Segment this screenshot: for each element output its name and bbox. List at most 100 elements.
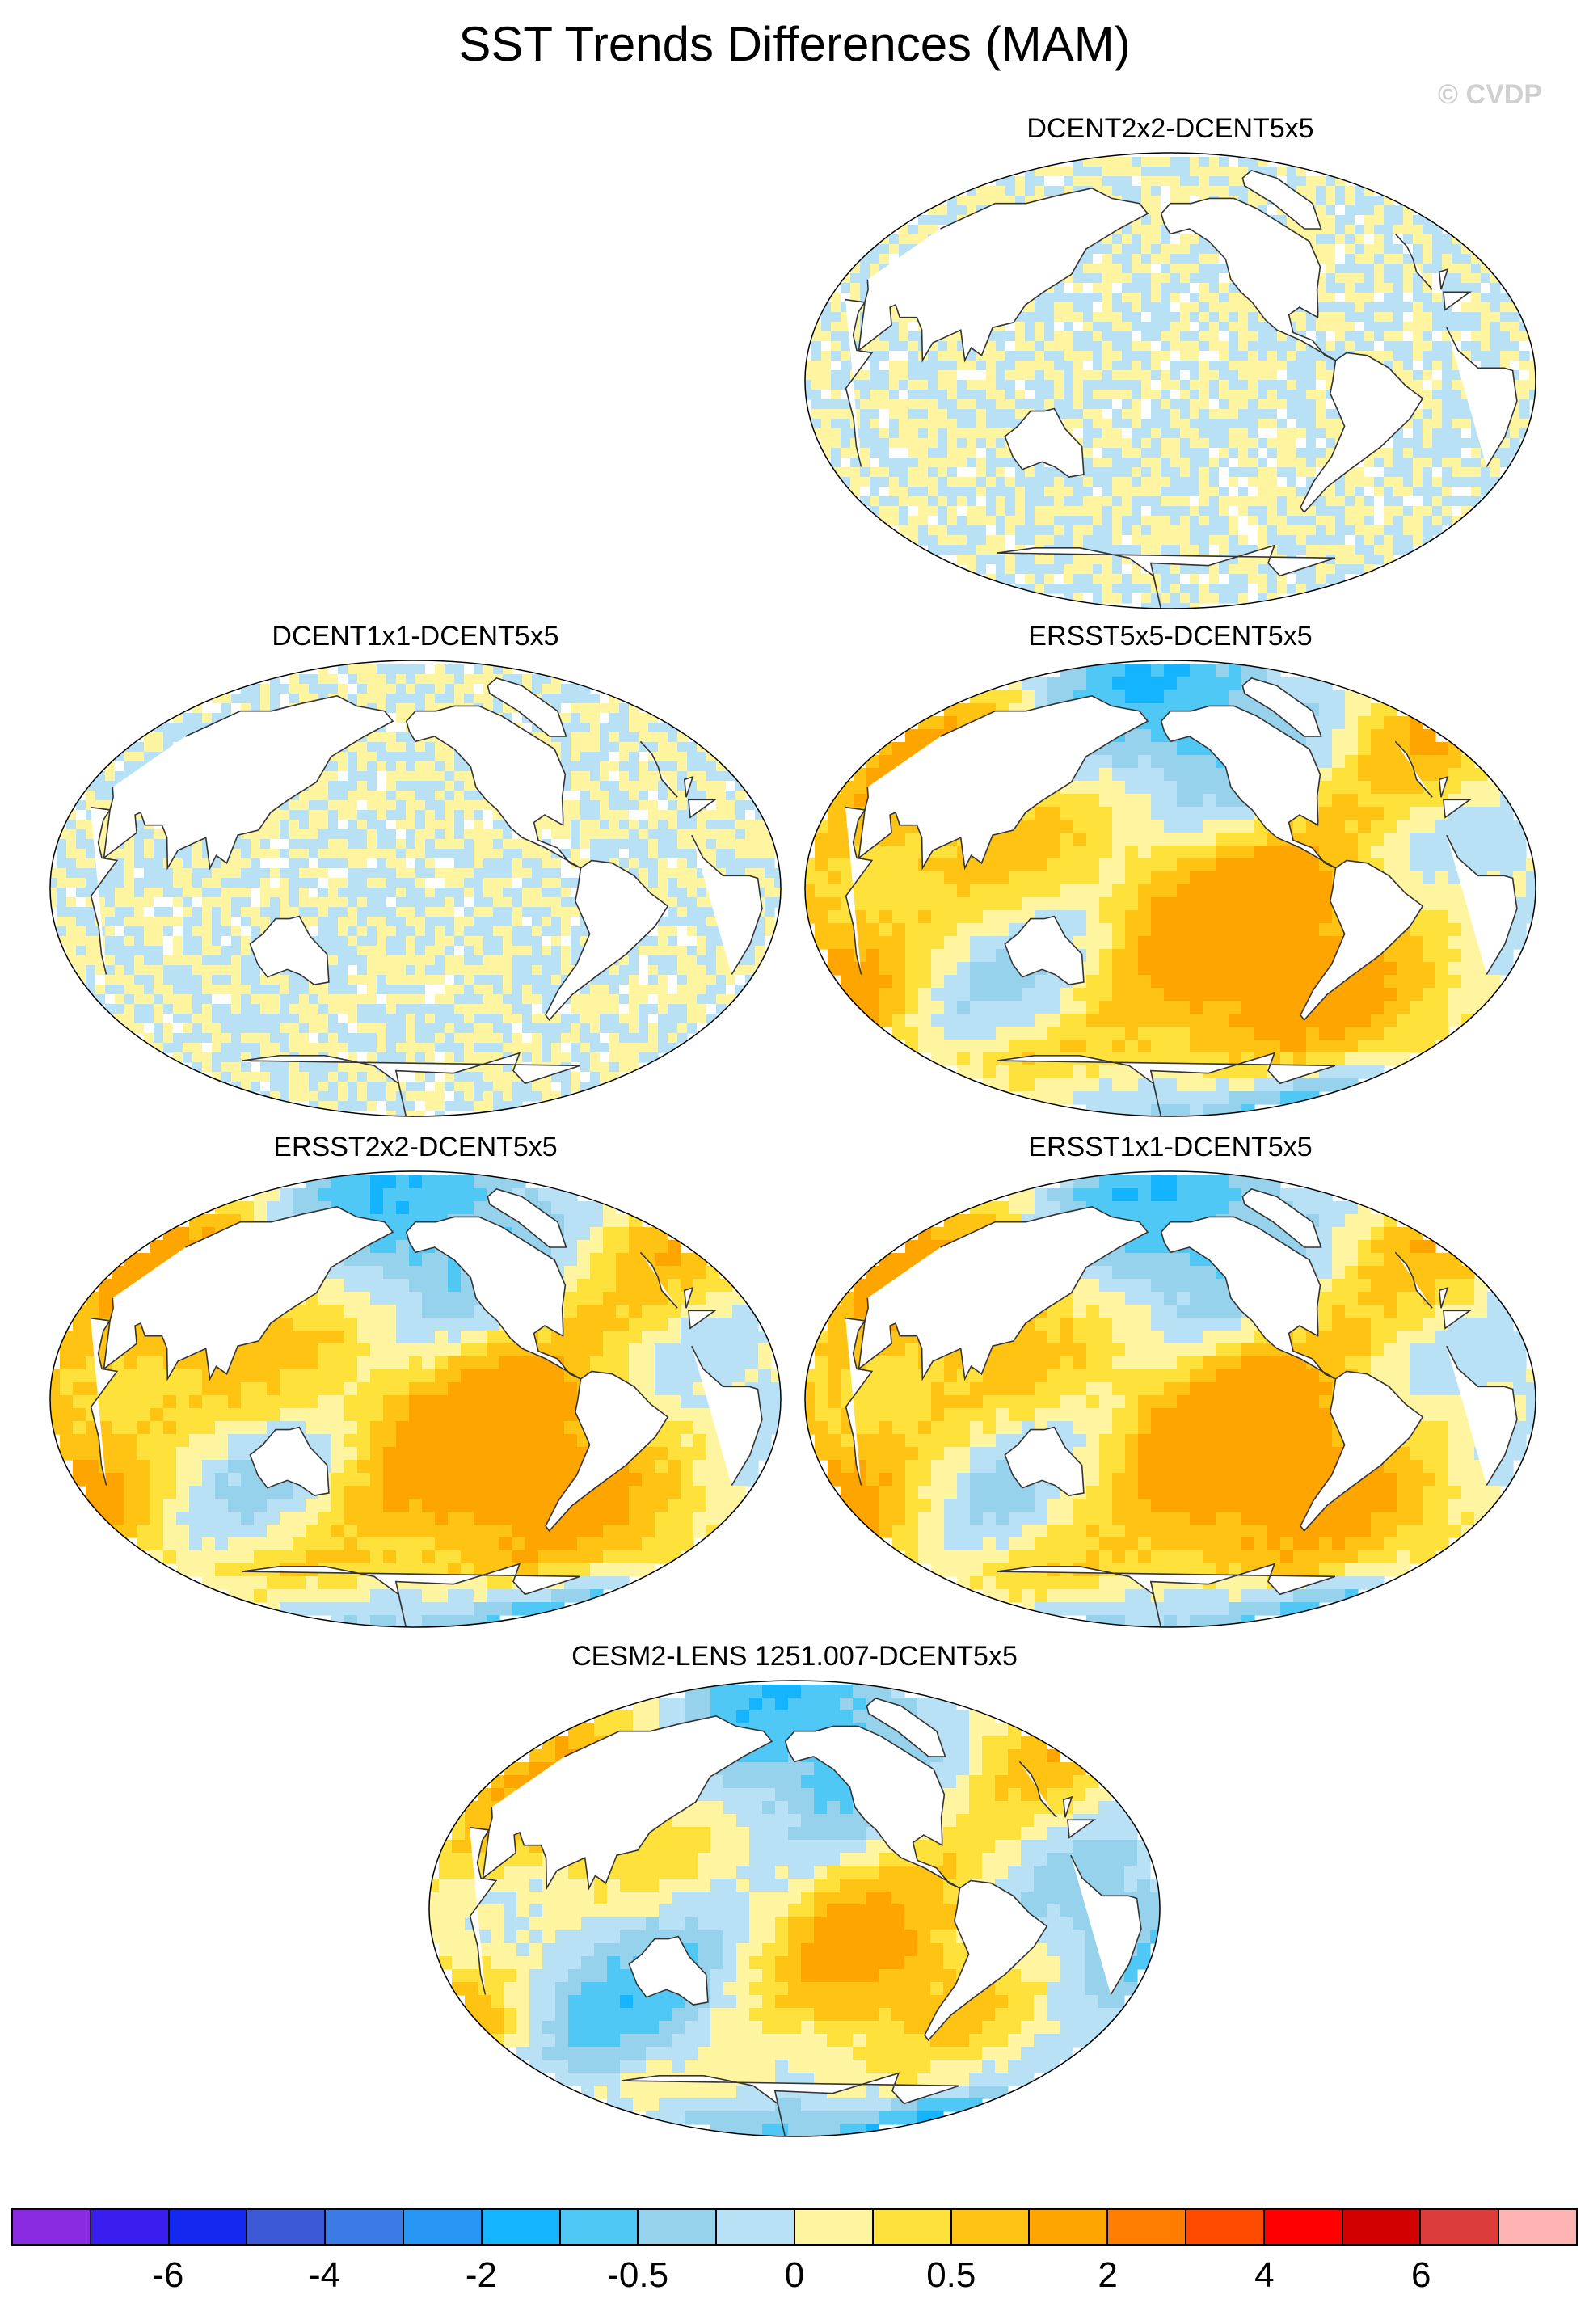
- colorbar-box: [1030, 2210, 1109, 2244]
- colorbar-tick-label: 0: [784, 2255, 805, 2295]
- continent-eurasia: [858, 188, 1449, 363]
- map-panel: ERSST1x1-DCENT5x5: [802, 1132, 1539, 1633]
- colorbar: [11, 2208, 1578, 2246]
- map-border: [49, 1170, 782, 1628]
- continent-greenland: [1241, 1188, 1322, 1248]
- continent-greenland: [1241, 677, 1322, 737]
- colorbar-box: [873, 2210, 952, 2244]
- continent-eurasia: [858, 1206, 1449, 1381]
- world-map: [804, 152, 1536, 609]
- continent-antarctica: [997, 1563, 1336, 1627]
- continent-greenland: [487, 1188, 567, 1248]
- continent-africa: [90, 1310, 763, 1486]
- continent-africa: [845, 291, 1518, 467]
- continent-greenland: [866, 1698, 946, 1757]
- copyright-mark: © CVDP: [1438, 79, 1542, 110]
- continent-australia: [1004, 915, 1085, 985]
- continent-antarctica: [242, 1052, 581, 1116]
- colorbar-box: [639, 2210, 718, 2244]
- colorbar-box: [91, 2210, 170, 2244]
- panel-title: ERSST5x5-DCENT5x5: [1028, 621, 1313, 652]
- world-map: [804, 660, 1536, 1117]
- map-panel: ERSST2x2-DCENT5x5: [47, 1132, 784, 1633]
- map-border: [804, 152, 1536, 609]
- continent-africa: [469, 1819, 1142, 1995]
- map-border: [804, 660, 1536, 1117]
- map-border: [804, 1170, 1536, 1628]
- colorbar-box: [1186, 2210, 1265, 2244]
- map-panel: CESM2-LENS 1251.007-DCENT5x5: [426, 1641, 1163, 2142]
- world-map: [804, 1170, 1536, 1628]
- continent-southAmerica: [924, 1879, 1048, 2042]
- colorbar-tick-label: -0.5: [607, 2255, 669, 2295]
- continents: [845, 677, 1518, 1116]
- continent-northAmerica: [405, 705, 581, 869]
- continents: [90, 677, 763, 1116]
- continent-antarctica: [997, 544, 1336, 609]
- continent-antarctica: [997, 1052, 1336, 1116]
- map-panel: DCENT2x2-DCENT5x5: [802, 113, 1539, 614]
- continent-southAmerica: [1300, 859, 1424, 1022]
- continent-northAmerica: [1160, 1216, 1336, 1380]
- continent-australia: [1004, 1426, 1085, 1496]
- continent-antarctica: [242, 1563, 581, 1627]
- colorbar-ticks: -6 -4 -2 -0.5 0 0.5 2 4 6: [11, 2255, 1578, 2304]
- world-map: [49, 1170, 782, 1628]
- panel-title: DCENT2x2-DCENT5x5: [1026, 113, 1314, 144]
- colorbar-box: [247, 2210, 327, 2244]
- continents: [845, 170, 1518, 609]
- continent-southAmerica: [1300, 1370, 1424, 1533]
- continents: [90, 1188, 763, 1627]
- continent-northAmerica: [1160, 197, 1336, 361]
- colorbar-box: [1108, 2210, 1186, 2244]
- continent-eurasia: [103, 695, 694, 871]
- colorbar-box: [560, 2210, 639, 2244]
- colorbar-box: [717, 2210, 795, 2244]
- continents: [469, 1698, 1142, 2136]
- continent-africa: [845, 799, 1518, 975]
- colorbar-box: [951, 2210, 1031, 2244]
- colorbar-box: [169, 2210, 248, 2244]
- continent-antarctica: [621, 2072, 960, 2136]
- figure-title: SST Trends Differences (MAM): [458, 17, 1131, 71]
- continent-northAmerica: [784, 1725, 960, 1889]
- continent-southAmerica: [1300, 352, 1424, 514]
- continents: [845, 1188, 1518, 1627]
- colorbar-tick-label: 2: [1098, 2255, 1118, 2295]
- colorbar-box: [1264, 2210, 1343, 2244]
- panel-title: ERSST2x2-DCENT5x5: [273, 1132, 558, 1162]
- continent-eurasia: [858, 695, 1449, 871]
- colorbar-tick-label: 0.5: [926, 2255, 976, 2295]
- panel-title: DCENT1x1-DCENT5x5: [272, 621, 559, 652]
- continent-australia: [628, 1935, 709, 2006]
- colorbar-box: [1499, 2210, 1576, 2244]
- continent-australia: [249, 1426, 330, 1496]
- continent-southAmerica: [545, 1370, 669, 1533]
- colorbar-tick-label: -2: [465, 2255, 497, 2295]
- continent-eurasia: [482, 1715, 1073, 1891]
- continent-africa: [90, 799, 763, 975]
- colorbar-box: [326, 2210, 404, 2244]
- continent-australia: [1004, 407, 1085, 478]
- world-map: [49, 660, 782, 1117]
- continent-australia: [249, 915, 330, 985]
- panel-title: ERSST1x1-DCENT5x5: [1028, 1132, 1313, 1162]
- continent-northAmerica: [1160, 705, 1336, 869]
- colorbar-tick-label: 6: [1410, 2255, 1431, 2295]
- continent-eurasia: [103, 1206, 694, 1381]
- continent-northAmerica: [405, 1216, 581, 1380]
- continent-southAmerica: [545, 859, 669, 1022]
- continent-greenland: [1241, 170, 1322, 230]
- map-panel: DCENT1x1-DCENT5x5: [47, 621, 784, 1122]
- map-border: [428, 1680, 1161, 2137]
- colorbar-tick-label: 4: [1254, 2255, 1275, 2295]
- colorbar-tick-label: -4: [309, 2255, 341, 2295]
- colorbar-box: [794, 2210, 874, 2244]
- panel-title: CESM2-LENS 1251.007-DCENT5x5: [571, 1641, 1018, 1672]
- continent-africa: [845, 1310, 1518, 1486]
- colorbar-box: [403, 2210, 483, 2244]
- colorbar-box: [1342, 2210, 1422, 2244]
- continent-greenland: [487, 677, 567, 737]
- world-map: [428, 1680, 1161, 2137]
- colorbar-box: [13, 2210, 91, 2244]
